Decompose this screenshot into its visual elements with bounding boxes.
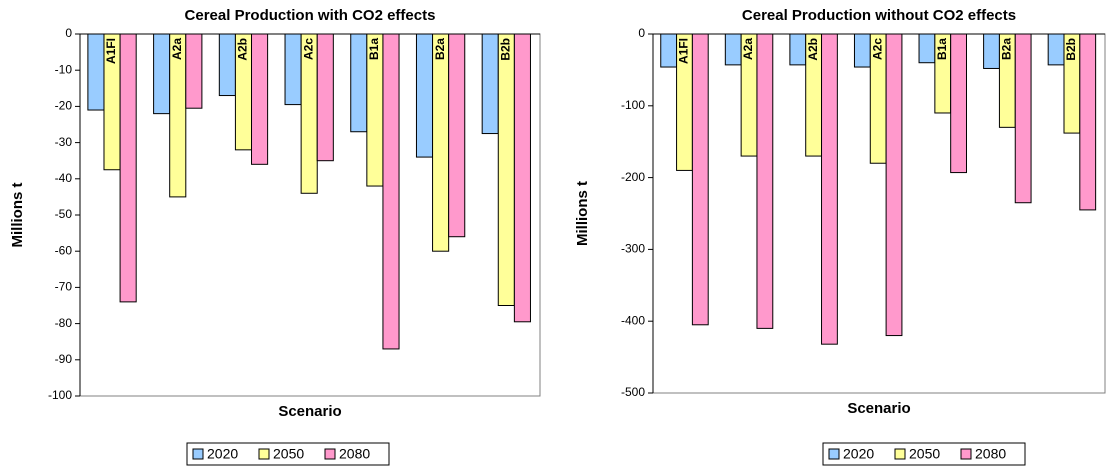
x-axis-title: Scenario [847,400,910,417]
y-tick-label: -400 [621,313,645,327]
bar [885,33,903,337]
legend-swatch [324,448,336,460]
bar [918,33,936,64]
legend-swatch [960,448,972,460]
category-label: B2a [433,38,447,60]
bar [821,33,838,345]
bar [316,33,334,162]
chart-title: Cereal Production with CO2 effects [185,7,436,24]
y-tick-label: -200 [621,170,645,184]
legend-label: 2050 [273,446,304,462]
y-tick-label: -40 [55,171,73,185]
y-tick-label: -100 [48,388,72,402]
y-tick-label: -500 [621,385,645,399]
category-label: B2a [1000,38,1014,60]
category-label: B2b [1064,38,1078,61]
bar [724,33,742,66]
bar [448,33,466,238]
legend-label: 2050 [909,446,940,462]
bar [513,33,531,323]
bar [497,33,515,306]
bar [251,33,269,165]
y-tick-label: -100 [621,98,645,112]
category-label: B2b [498,38,512,61]
bar [382,33,400,350]
y-tick-label: -90 [55,352,73,366]
legend-label: 2020 [843,446,874,462]
legend-swatch [192,448,204,460]
bar [789,33,807,66]
y-axis-title: Millions t [574,181,591,246]
legend-swatch [894,448,906,460]
category-label: A1FI [104,38,118,64]
category-label: A2b [806,38,820,61]
bar [756,33,774,329]
y-tick-label: 0 [65,26,72,40]
category-label: A2a [170,38,184,60]
y-axis-title: Millions t [9,183,26,248]
legend-label: 2080 [339,446,370,462]
y-tick-label: -70 [55,280,73,294]
bar [1079,33,1097,211]
legend-box [186,442,390,466]
bar [153,33,171,115]
legend-label: 2020 [207,446,238,462]
bar [950,33,967,174]
bar [185,33,203,109]
bar [119,33,137,303]
y-tick-label: -60 [55,243,73,257]
y-tick-label: -10 [55,62,73,76]
category-label: B1a [367,38,381,60]
bar [691,33,709,326]
y-tick-label: -20 [55,99,73,113]
y-tick-label: -50 [55,207,73,221]
y-tick-label: -80 [55,316,73,330]
legend-label: 2080 [975,446,1006,462]
y-tick-label: -30 [55,135,73,149]
legend-swatch [258,448,270,460]
bar [350,33,368,133]
bar [1047,33,1065,66]
chart-title: Cereal Production without CO2 effects [742,7,1016,24]
category-label: A1FI [677,38,691,64]
bar [853,33,871,68]
x-axis-title: Scenario [278,403,341,420]
bar [1014,33,1032,204]
bar [432,33,450,252]
legend-box [822,442,1026,466]
y-tick-label: 0 [638,26,645,40]
y-tick-label: -300 [621,242,645,256]
category-label: A2c [301,38,315,60]
category-label: A2c [870,38,884,60]
category-label: A2b [236,38,250,61]
legend-swatch [828,448,840,460]
bar [284,33,302,106]
bar [218,33,236,97]
bar [660,33,678,68]
category-label: B1a [935,38,949,60]
category-label: A2a [741,38,755,60]
bar [87,33,105,111]
bar [983,33,1000,69]
bar [415,33,434,158]
bar [481,33,499,135]
